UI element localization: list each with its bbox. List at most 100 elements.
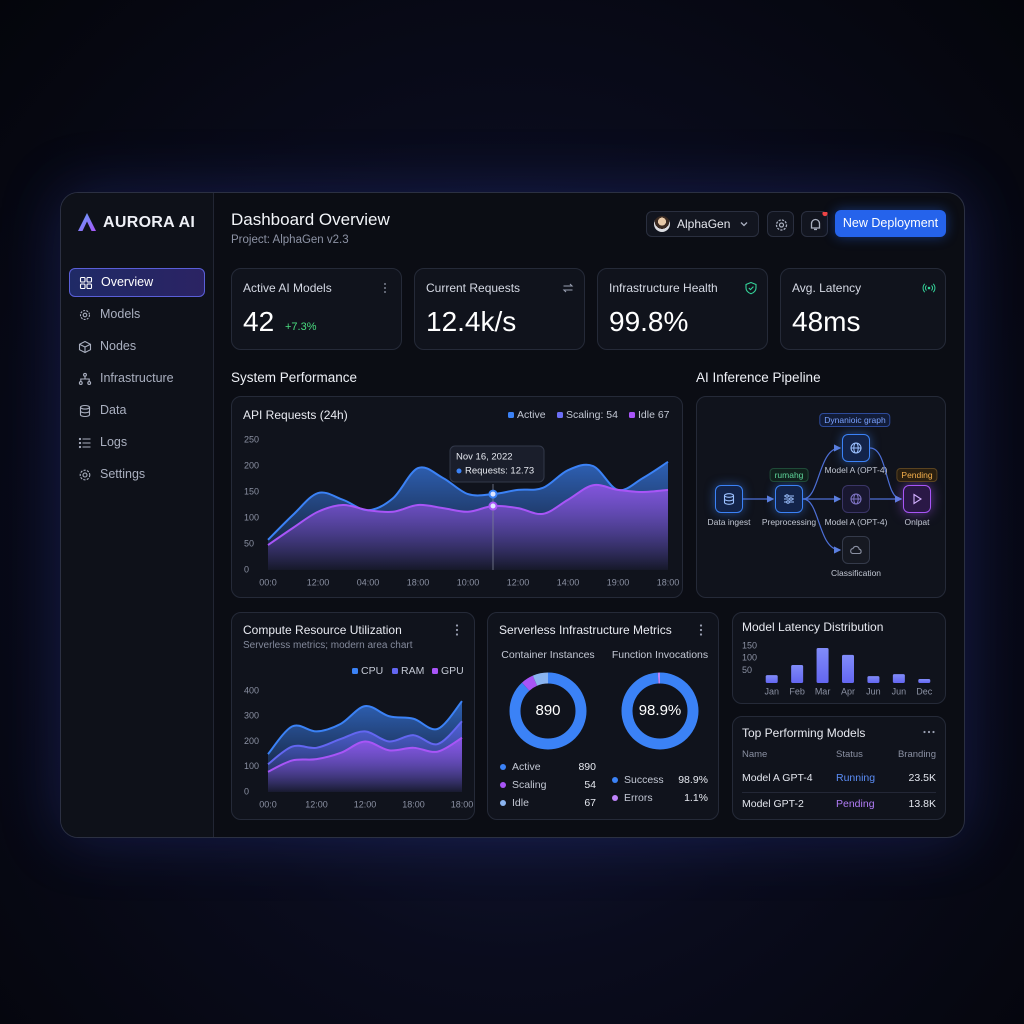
pipeline-connectors <box>743 444 903 554</box>
pipeline-node[interactable] <box>775 485 803 513</box>
user-menu[interactable]: AlphaGen <box>646 211 759 237</box>
nav-item[interactable]: Infrastructure <box>69 364 205 393</box>
nav-label: Logs <box>100 435 128 449</box>
pipeline-node[interactable] <box>842 485 870 513</box>
settings-button[interactable] <box>767 211 794 237</box>
nav-label: Models <box>100 307 141 321</box>
pipeline-node[interactable] <box>842 434 870 462</box>
kpi-icon <box>744 281 758 295</box>
kpi-icon <box>561 281 575 295</box>
kpi-value: 12.4k/s <box>426 306 517 337</box>
nav-item[interactable]: Overview <box>69 268 205 297</box>
top-models-card <box>732 716 946 820</box>
card-title: Compute Resource Utilization <box>243 623 402 637</box>
pipeline-node[interactable] <box>903 485 931 513</box>
user-name: AlphaGen <box>677 216 731 231</box>
column-header: Name <box>742 749 768 760</box>
nav-icon <box>78 372 92 385</box>
card-title: Model Latency Distribution <box>742 620 884 634</box>
card-title: Serverless Infrastructure Metrics <box>499 623 672 637</box>
pipeline-badge: Pending <box>896 468 938 483</box>
nav-label: Settings <box>100 467 146 481</box>
kpi-label: Infrastructure Health <box>609 281 718 295</box>
kpi-label: Avg. Latency <box>792 281 862 295</box>
nav-item[interactable]: Nodes <box>69 332 205 361</box>
kpi-icon-glyph <box>922 283 936 293</box>
page-title: Dashboard Overview <box>231 210 390 229</box>
pipeline-node[interactable] <box>715 485 743 513</box>
kpi-delta: +7.3% <box>285 321 317 333</box>
notifications-button[interactable] <box>801 210 828 237</box>
model-status: Running <box>836 772 876 784</box>
node-label: Data ingest <box>707 517 751 527</box>
card-subtitle: Serverless metrics; modern area chart <box>243 640 413 651</box>
kpi-card <box>597 268 768 350</box>
model-branding: 13.8K <box>908 798 936 810</box>
sidebar <box>61 193 214 837</box>
node-label: Model A (OPT-4) <box>824 465 888 475</box>
kpi-label: Active AI Models <box>243 281 332 295</box>
nav-icon <box>79 309 91 320</box>
avatar <box>654 216 670 232</box>
menu-icon[interactable] <box>696 623 706 637</box>
play-icon <box>913 493 923 505</box>
kpi-icon[interactable] <box>378 281 392 295</box>
model-branding: 23.5K <box>908 772 936 784</box>
nav-label: Data <box>100 403 127 417</box>
new-deployment-button[interactable]: New Deployment <box>835 210 946 237</box>
nav-item[interactable]: Data <box>69 396 205 425</box>
pipeline-node[interactable] <box>842 536 870 564</box>
kpi-card <box>231 268 402 350</box>
node-label: Model A (OPT-4) <box>824 517 888 527</box>
kpi-card <box>780 268 946 350</box>
model-name: Model GPT-2 <box>742 798 804 810</box>
cloud-icon <box>850 545 862 555</box>
pipeline-badge: Dynanioic graph <box>819 413 891 428</box>
node-label: Preprocessing <box>761 517 817 527</box>
sliders-icon <box>784 494 794 504</box>
section-title: System Performance <box>231 370 358 385</box>
kpi-value: 99.8% <box>609 306 689 337</box>
nav-icon <box>78 437 91 448</box>
nav-icon <box>79 469 91 480</box>
globe-icon <box>850 442 862 454</box>
kpi-icon <box>922 281 936 295</box>
page-subtitle: Project: AlphaGen v2.3 <box>231 234 349 246</box>
nav-label: Nodes <box>100 339 137 353</box>
kpi-card <box>414 268 585 350</box>
chevron <box>740 222 748 227</box>
bell-icon <box>810 210 828 231</box>
kpi-label: Current Requests <box>426 281 521 295</box>
kpi-value: 48ms <box>792 306 861 337</box>
brand-name: AURORA AI <box>103 214 196 231</box>
brand-logo <box>78 213 96 231</box>
kpi-icon-glyph <box>562 283 574 293</box>
nav-item[interactable]: Logs <box>69 428 205 457</box>
api-card <box>231 396 683 598</box>
kpi-icon-glyph <box>384 283 386 293</box>
nav-item[interactable]: Settings <box>69 460 205 489</box>
pipeline-badge: rumahg <box>769 468 809 483</box>
menu-icon[interactable] <box>452 623 462 637</box>
section-title: AI Inference Pipeline <box>696 370 821 385</box>
column-header: Status <box>836 749 863 760</box>
nav-icon <box>79 276 93 289</box>
globe-icon <box>850 493 862 505</box>
card-title: Top Performing Models <box>742 726 866 740</box>
model-status: Pending <box>836 798 875 810</box>
latency-card <box>732 612 946 704</box>
nav-label: Overview <box>101 275 154 289</box>
database-icon <box>723 493 735 505</box>
nav-label: Infrastructure <box>100 371 174 385</box>
row-divider <box>742 792 936 793</box>
kpi-value: 42 <box>243 306 275 337</box>
kpi-icon-glyph <box>745 281 757 295</box>
node-label: Classification <box>830 568 882 578</box>
menu-icon[interactable] <box>922 727 936 737</box>
node-label: Onlpat <box>904 517 930 527</box>
nav-item[interactable]: Models <box>69 300 205 329</box>
nav-icon <box>78 340 92 353</box>
column-header: Branding <box>897 749 936 760</box>
